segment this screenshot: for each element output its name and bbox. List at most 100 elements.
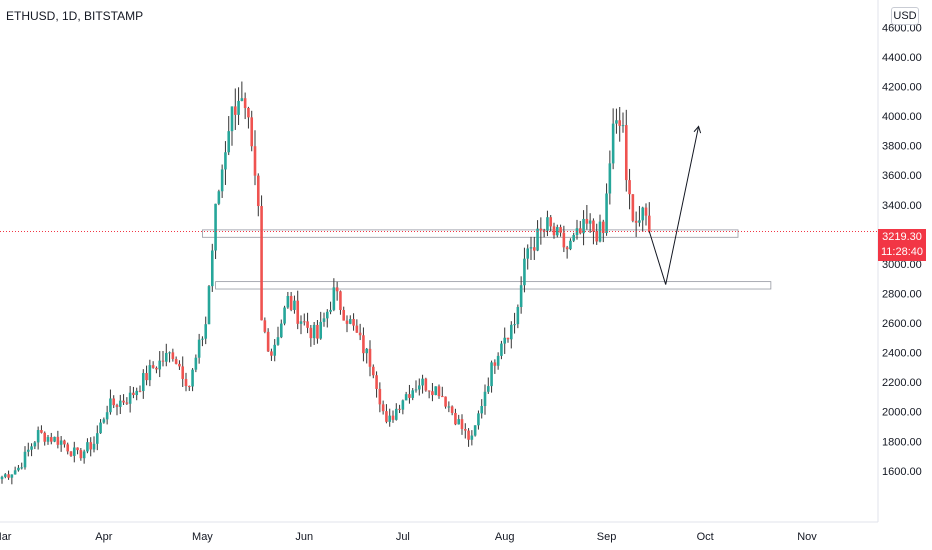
y-tick-label: 2800.00 bbox=[882, 288, 922, 300]
candle-body bbox=[197, 339, 201, 358]
candle-body bbox=[628, 180, 631, 195]
candle-body bbox=[276, 337, 280, 345]
candle-body bbox=[17, 467, 20, 471]
candle-body bbox=[23, 451, 27, 468]
candle-body bbox=[69, 451, 73, 456]
candle-body bbox=[247, 107, 250, 118]
candle-body bbox=[532, 247, 536, 251]
x-tick-label: Mar bbox=[0, 531, 12, 543]
candle-body bbox=[66, 444, 70, 452]
candle-body bbox=[306, 321, 309, 328]
candle-body bbox=[611, 123, 615, 164]
candle-body bbox=[135, 390, 139, 396]
candle-body bbox=[46, 437, 50, 442]
candle-body bbox=[559, 227, 562, 233]
candle-body bbox=[201, 338, 204, 340]
candle-body bbox=[385, 411, 388, 422]
candle-body bbox=[125, 402, 129, 404]
candle-body bbox=[286, 296, 290, 308]
candle-body bbox=[155, 367, 158, 370]
candle-body bbox=[404, 394, 408, 401]
candle-body bbox=[329, 309, 332, 312]
candle-body bbox=[335, 287, 339, 292]
candle-body bbox=[240, 98, 244, 101]
candle-body bbox=[181, 366, 185, 379]
overlay-layer bbox=[0, 125, 878, 285]
candle-body bbox=[279, 323, 283, 338]
y-tick-label: 1600.00 bbox=[882, 466, 922, 478]
candle-body bbox=[401, 400, 405, 410]
candle-body bbox=[457, 419, 461, 425]
x-tick-label: Sep bbox=[597, 531, 617, 543]
candle-body bbox=[493, 362, 497, 366]
candle-body bbox=[20, 467, 24, 469]
candle-body bbox=[352, 319, 355, 326]
candle-body bbox=[56, 436, 60, 445]
candle-body bbox=[230, 106, 234, 132]
candle-body bbox=[523, 258, 526, 286]
candle-body bbox=[217, 191, 221, 204]
x-axis[interactable]: Mar Apr May Jun Jul Aug Sep Oct Nov bbox=[0, 531, 817, 543]
candle-body bbox=[477, 413, 480, 426]
candle-body bbox=[592, 220, 595, 232]
candle-body bbox=[526, 248, 530, 259]
y-tick-label: 3000.00 bbox=[882, 259, 922, 271]
candle-body bbox=[7, 474, 10, 478]
candle-body bbox=[332, 287, 336, 310]
candle-body bbox=[424, 378, 428, 391]
candle-body bbox=[174, 359, 178, 364]
candle-body bbox=[562, 232, 566, 248]
candle-body bbox=[145, 373, 148, 381]
candle-body bbox=[391, 415, 395, 420]
candle-body bbox=[421, 378, 424, 386]
currency-button[interactable]: USD bbox=[891, 7, 919, 25]
x-tick-label: May bbox=[192, 531, 213, 543]
x-tick-label: Aug bbox=[495, 531, 515, 543]
candle-body bbox=[43, 432, 47, 442]
y-axis[interactable]: 1600.00 1800.00 2000.00 2200.00 2400.00 2600.… bbox=[882, 22, 922, 477]
candle-body bbox=[342, 310, 346, 321]
zone-rectangle bbox=[202, 229, 739, 238]
candle-body bbox=[490, 362, 493, 387]
candle-body bbox=[549, 217, 553, 227]
y-tick-label: 4600.00 bbox=[882, 22, 922, 34]
candle-body bbox=[529, 247, 533, 249]
candle-body bbox=[339, 291, 342, 311]
candle-body bbox=[431, 391, 434, 396]
y-tick-label: 1800.00 bbox=[882, 436, 922, 448]
candle-body bbox=[92, 443, 96, 450]
y-tick-label: 4200.00 bbox=[882, 82, 922, 94]
y-tick-label: 4000.00 bbox=[882, 111, 922, 123]
y-tick-label: 3600.00 bbox=[882, 170, 922, 182]
candle-body bbox=[394, 408, 398, 420]
candle-body bbox=[454, 412, 457, 425]
candle-body bbox=[273, 344, 277, 356]
y-tick-label: 2000.00 bbox=[882, 407, 922, 419]
candle-body bbox=[595, 231, 599, 242]
candle-body bbox=[233, 106, 237, 115]
candle-body bbox=[552, 226, 556, 236]
candle-countdown: 11:28:40 bbox=[880, 246, 923, 258]
candle-body bbox=[618, 120, 622, 126]
candle-body bbox=[168, 352, 171, 354]
candle-body bbox=[480, 406, 484, 414]
candle-body bbox=[26, 449, 30, 452]
candle-body bbox=[72, 447, 76, 456]
y-tick-label: 2200.00 bbox=[882, 377, 922, 389]
candle-body bbox=[260, 206, 263, 321]
candle-body bbox=[624, 125, 628, 181]
candle-body bbox=[316, 324, 319, 339]
candle-body bbox=[414, 389, 418, 391]
zone-rectangle bbox=[215, 281, 772, 290]
candle-body bbox=[220, 169, 224, 192]
candle-body bbox=[365, 348, 369, 354]
candle-body bbox=[296, 300, 300, 324]
candle-body bbox=[408, 394, 411, 398]
candle-body bbox=[572, 235, 576, 241]
candle-body bbox=[381, 404, 385, 412]
x-tick-label: Oct bbox=[697, 531, 714, 543]
candle-body bbox=[355, 325, 359, 333]
candle-body bbox=[99, 422, 102, 434]
candle-body bbox=[128, 392, 132, 404]
